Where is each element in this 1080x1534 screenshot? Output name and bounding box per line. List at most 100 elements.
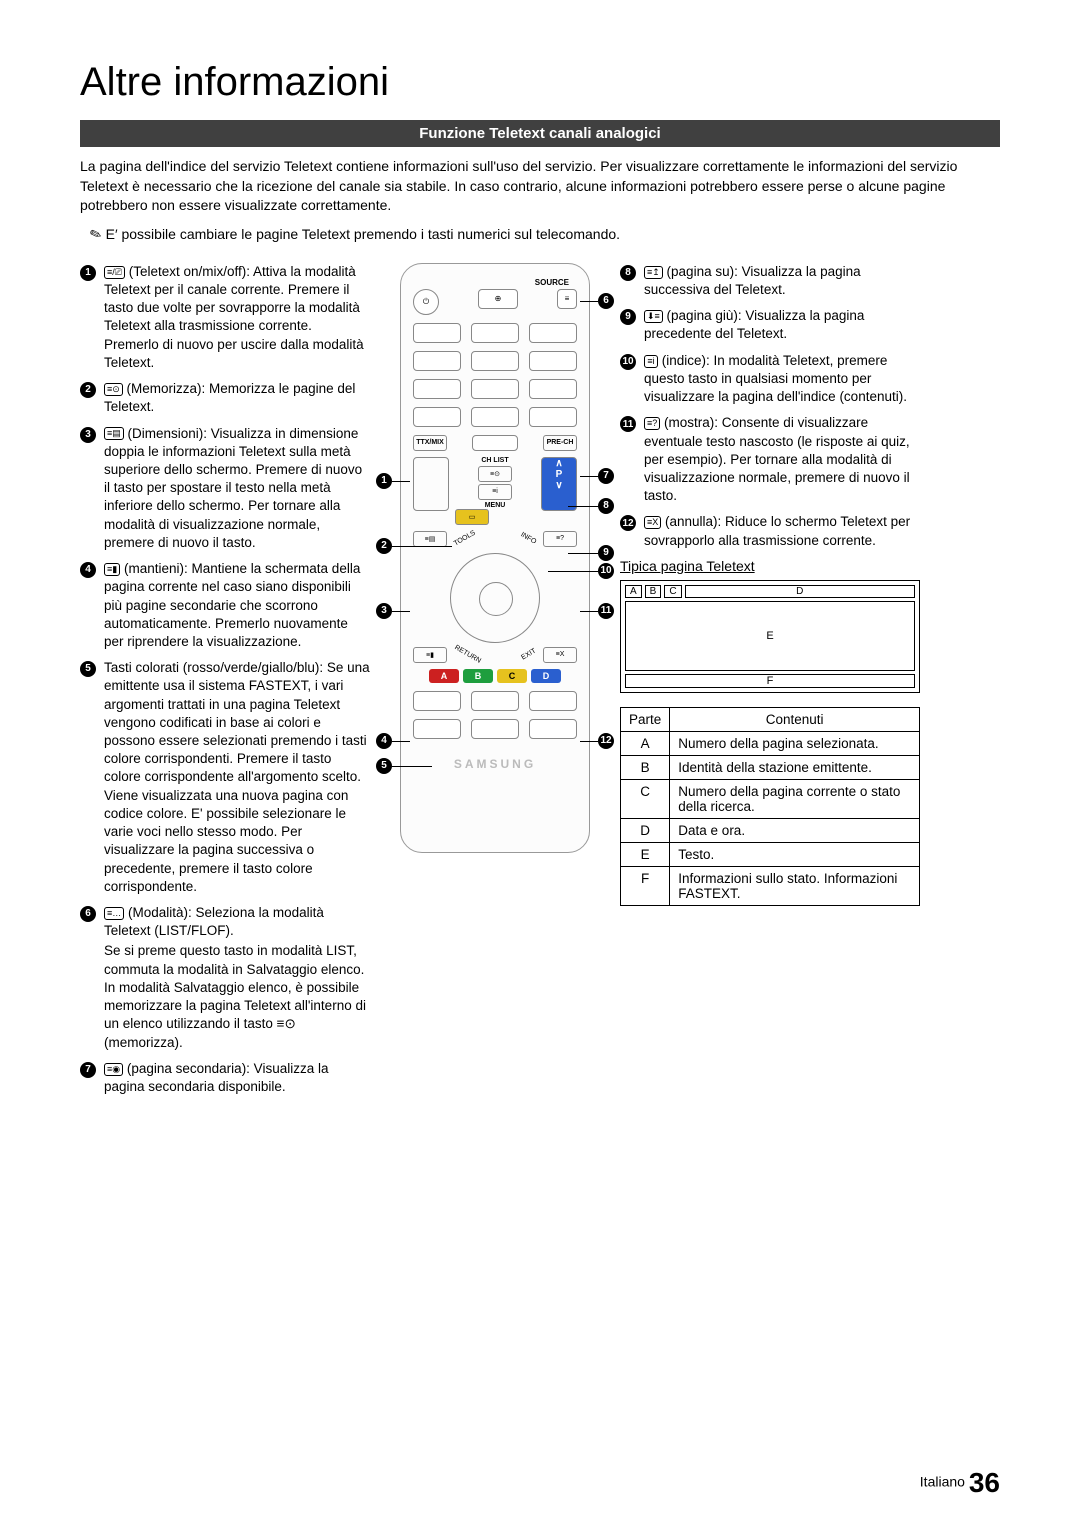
feature-item: 2 ≡⊙ (Memorizza): Memorizza le pagine del…	[80, 380, 370, 416]
bullet-number: 7	[80, 1062, 96, 1078]
teletext-key-icon: ≡?	[644, 417, 660, 430]
parts-cell-desc: Identità della stazione emittente.	[670, 755, 920, 779]
index-button: ≡i	[478, 484, 512, 500]
yellow-button: C	[497, 669, 527, 683]
color-buttons: A B C D	[413, 669, 577, 683]
parts-cell-id: A	[621, 731, 670, 755]
size-button: ≡▤	[413, 531, 447, 547]
teletext-key-icon: ≡⊙	[104, 383, 123, 396]
parts-head-contenuti: Contenuti	[670, 707, 920, 731]
feature-item: 4 ≡▮ (mantieni): Mantiene la schermata de…	[80, 560, 370, 651]
bullet-number: 10	[620, 354, 636, 370]
table-row: BIdentità della stazione emittente.	[621, 755, 920, 779]
feature-text: ≡X (annulla): Riduce lo schermo Teletext…	[644, 513, 920, 549]
hold-button: ≡▮	[413, 647, 447, 663]
intro-text: La pagina dell'indice del servizio Telet…	[80, 157, 1000, 216]
bullet-number: 12	[620, 515, 636, 531]
parts-cell-id: F	[621, 866, 670, 905]
teletext-key-icon: ⬇≡	[644, 310, 663, 323]
parts-cell-desc: Testo.	[670, 842, 920, 866]
feature-text: ≡◉ (pagina secondaria): Visualizza la pa…	[104, 1060, 370, 1096]
brand-label: SAMSUNG	[413, 757, 577, 771]
page-footer: Italiano 36	[920, 1467, 1000, 1499]
parts-cell-desc: Numero della pagina selezionata.	[670, 731, 920, 755]
feature-item: 11 ≡? (mostra): Consente di visualizzare …	[620, 414, 920, 505]
chlist-button: ≡⊙	[478, 466, 512, 482]
power-button: ⏻	[413, 289, 439, 315]
feature-item: 1 ≡/⎚ (Teletext on/mix/off): Attiva la mo…	[80, 263, 370, 372]
note-line: ✎ E′ possibile cambiare le pagine Telete…	[90, 226, 1000, 243]
feature-item: 3 ≡▤ (Dimensioni): Visualizza in dimensio…	[80, 425, 370, 553]
fig-cell-c: C	[664, 585, 681, 598]
feature-item: 9 ⬇≡ (pagina giù): Visualizza la pagina p…	[620, 307, 920, 343]
left-feature-list: 1 ≡/⎚ (Teletext on/mix/off): Attiva la mo…	[80, 263, 370, 1096]
feature-text: ≡↥ (pagina su): Visualizza la pagina suc…	[644, 263, 920, 299]
teletext-key-icon: ≡↥	[644, 266, 663, 279]
bullet-number: 4	[80, 562, 96, 578]
parts-table: ParteContenuti ANumero della pagina sele…	[620, 707, 920, 906]
fig-cell-e: E	[625, 601, 915, 671]
parts-cell-desc: Data e ora.	[670, 818, 920, 842]
feature-item: 12 ≡X (annulla): Riduce lo schermo Telete…	[620, 513, 920, 549]
source-button: ⊕	[478, 289, 518, 309]
teletext-key-icon: ≡▤	[104, 427, 124, 440]
bullet-number: 11	[620, 416, 636, 432]
feature-text: Tasti colorati (rosso/verde/giallo/blu):…	[104, 659, 370, 896]
mode-button: ≡	[557, 289, 577, 309]
right-feature-list: 8 ≡↥ (pagina su): Visualizza la pagina su…	[620, 263, 920, 550]
table-row: CNumero della pagina corrente o stato de…	[621, 779, 920, 818]
footer-lang: Italiano	[920, 1474, 965, 1490]
fig-cell-d: D	[685, 585, 915, 598]
feature-text: ≡⊙ (Memorizza): Memorizza le pagine del …	[104, 380, 370, 416]
feature-item: 6≡… (Modalità): Seleziona la modalità Te…	[80, 904, 370, 1052]
fig-cell-b: B	[645, 585, 662, 598]
feature-item: 8 ≡↥ (pagina su): Visualizza la pagina su…	[620, 263, 920, 299]
chlist-label: CH LIST	[455, 457, 535, 464]
p-label: P	[542, 469, 576, 480]
feature-text: ⬇≡ (pagina giù): Visualizza la pagina pr…	[644, 307, 920, 343]
parts-cell-id: D	[621, 818, 670, 842]
section-header: Funzione Teletext canali analogici	[80, 120, 1000, 147]
feature-text: ≡/⎚ (Teletext on/mix/off): Attiva la mod…	[104, 263, 370, 372]
feature-text: ≡i (indice): In modalità Teletext, preme…	[644, 352, 920, 407]
return-label: RETURN	[453, 644, 482, 665]
page-title: Altre informazioni	[80, 60, 1000, 105]
teletext-figure-title: Tipica pagina Teletext	[620, 558, 920, 574]
feature-text: ≡▮ (mantieni): Mantiene la schermata del…	[104, 560, 370, 651]
parts-cell-id: B	[621, 755, 670, 779]
bullet-number: 8	[620, 265, 636, 281]
bullet-number: 9	[620, 309, 636, 325]
bullet-number: 3	[80, 427, 96, 443]
parts-cell-id: E	[621, 842, 670, 866]
note-text: E′ possibile cambiare le pagine Teletext…	[106, 226, 620, 242]
exit-label: EXIT	[521, 648, 538, 662]
teletext-key-icon: ≡…	[104, 907, 124, 920]
table-row: ANumero della pagina selezionata.	[621, 731, 920, 755]
parts-cell-desc: Informazioni sullo stato. Informazioni F…	[670, 866, 920, 905]
teletext-key-icon: ≡◉	[104, 1063, 123, 1076]
nav-pad	[450, 553, 540, 643]
fig-cell-a: A	[625, 585, 642, 598]
table-row: ETesto.	[621, 842, 920, 866]
menu-button: ▭	[455, 509, 489, 525]
bullet-number: 6	[80, 906, 96, 922]
feature-text: ≡▤ (Dimensioni): Visualizza in dimension…	[104, 425, 370, 553]
remote-illustration: SOURCE ⏻ ⊕ ≡ TTX/MIX PRE-CH	[400, 263, 590, 853]
reveal-button: ≡?	[543, 531, 577, 547]
feature-text: ≡? (mostra): Consente di visualizzare ev…	[644, 414, 920, 505]
p-rocker: ∧ P ∨	[541, 457, 577, 511]
teletext-key-icon: ≡X	[644, 516, 661, 529]
cancel-button: ≡X	[543, 647, 577, 663]
bullet-number: 2	[80, 382, 96, 398]
teletext-key-icon: ≡▮	[104, 563, 120, 576]
parts-cell-id: C	[621, 779, 670, 818]
source-label: SOURCE	[413, 278, 577, 287]
bullet-number: 1	[80, 265, 96, 281]
note-icon: ✎	[87, 224, 104, 244]
footer-page-number: 36	[969, 1467, 1000, 1498]
teletext-key-icon: ≡/⎚	[104, 266, 125, 279]
feature-item: 7 ≡◉ (pagina secondaria): Visualizza la p…	[80, 1060, 370, 1096]
red-button: A	[429, 669, 459, 683]
teletext-key-icon: ≡i	[644, 355, 658, 368]
table-row: DData e ora.	[621, 818, 920, 842]
